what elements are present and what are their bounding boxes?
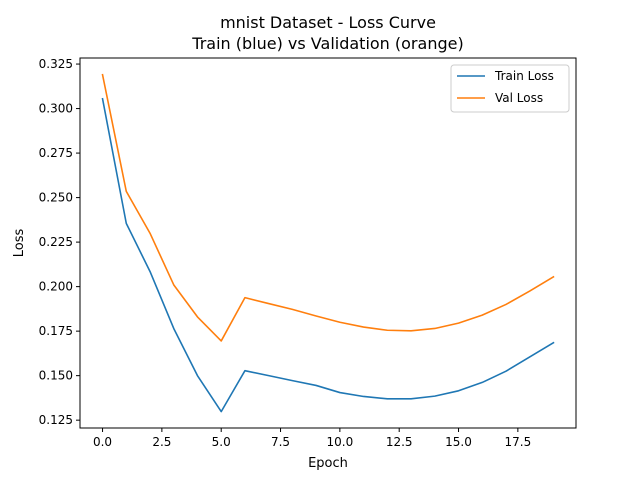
x-tick-label: 15.0	[445, 435, 472, 449]
y-tick-label: 0.275	[39, 146, 73, 160]
plot-frame	[79, 57, 577, 429]
y-tick-label: 0.150	[39, 369, 73, 383]
chart-subtitle: Train (blue) vs Validation (orange)	[191, 34, 463, 53]
y-tick-label: 0.300	[39, 102, 73, 116]
legend-label: Val Loss	[495, 91, 543, 105]
legend-label: Train Loss	[494, 69, 554, 83]
x-tick-label: 0.0	[93, 435, 112, 449]
legend: Train Loss Val Loss	[450, 64, 570, 113]
x-tick-label: 7.5	[271, 435, 290, 449]
series-layer	[101, 73, 555, 413]
y-tick-label: 0.225	[39, 235, 73, 249]
x-tick-label: 5.0	[212, 435, 231, 449]
y-tick-label: 0.200	[39, 280, 73, 294]
y-tick-label: 0.125	[39, 413, 73, 427]
x-tick-label: 12.5	[386, 435, 413, 449]
x-tick-label: 10.0	[327, 435, 354, 449]
y-tick-label: 0.250	[39, 191, 73, 205]
x-axis: 0.0 2.5 5.0 7.5 10.0 12.5 15.0 17.5	[93, 428, 531, 449]
series-line-val-loss	[101, 73, 555, 342]
y-axis: 0.125 0.150 0.175 0.200 0.225 0.250 0.275 0.300…	[39, 57, 80, 427]
x-axis-label: Epoch	[308, 456, 348, 471]
series-line-train-loss	[101, 97, 555, 413]
y-tick-label: 0.175	[39, 324, 73, 338]
x-tick-label: 17.5	[504, 435, 531, 449]
y-tick-label: 0.325	[39, 57, 73, 71]
y-axis-label: Loss	[12, 229, 27, 258]
chart-title: mnist Dataset - Loss Curve	[220, 13, 436, 32]
x-tick-label: 2.5	[152, 435, 171, 449]
